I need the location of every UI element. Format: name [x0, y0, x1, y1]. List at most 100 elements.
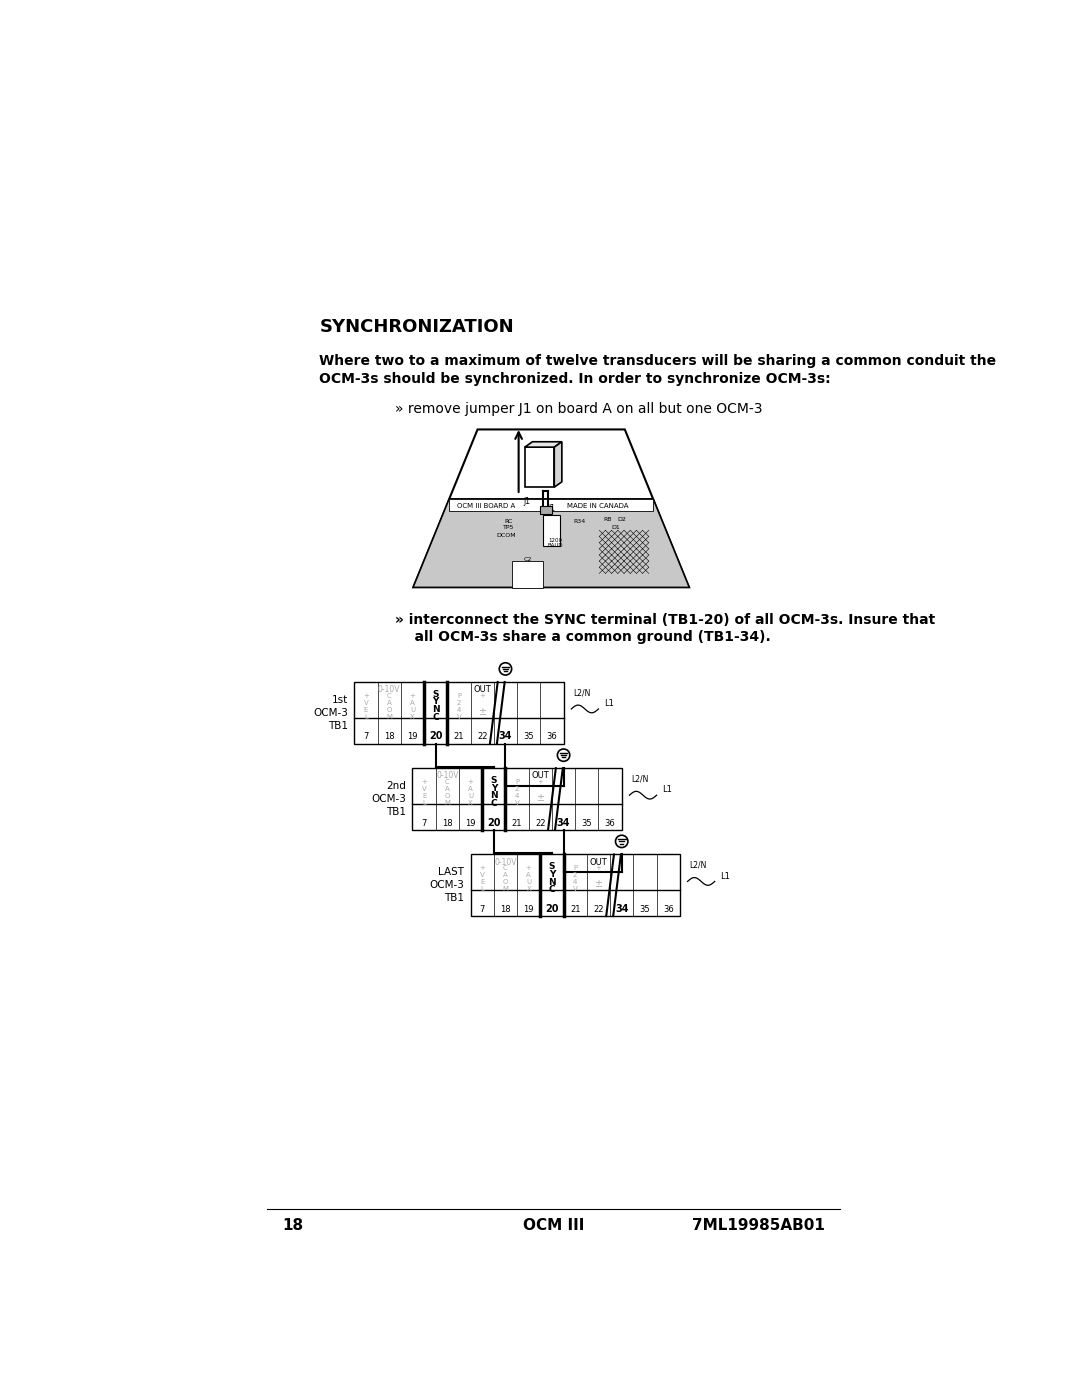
Text: 18: 18	[383, 732, 394, 742]
Text: 18: 18	[282, 1218, 303, 1234]
Text: OCM III BOARD A: OCM III BOARD A	[457, 503, 515, 509]
Bar	[354, 682, 564, 743]
Text: 2: 2	[515, 787, 519, 792]
Text: 7: 7	[363, 732, 368, 742]
Text: » interconnect the SYNC terminal (TB1-20) of all OCM-3s. Insure that: » interconnect the SYNC terminal (TB1-20…	[394, 613, 935, 627]
Bar	[471, 855, 679, 890]
Text: 19: 19	[407, 732, 418, 742]
Text: A: A	[387, 700, 392, 705]
Text: 4: 4	[573, 879, 578, 886]
Text: Y: Y	[549, 870, 555, 879]
Text: E: E	[364, 707, 368, 712]
Text: 2nd
OCM-3
TB1: 2nd OCM-3 TB1	[372, 781, 406, 817]
Text: X: X	[410, 714, 415, 719]
Text: D2: D2	[617, 517, 626, 522]
Text: +: +	[409, 693, 416, 698]
Text: LAST
OCM-3
TB1: LAST OCM-3 TB1	[430, 868, 464, 904]
Text: 7ML19985AB01: 7ML19985AB01	[692, 1218, 825, 1234]
Text: C: C	[549, 886, 555, 894]
Text: » remove jumper J1 on board A on all but one OCM-3: » remove jumper J1 on board A on all but…	[394, 402, 762, 416]
Text: X: X	[469, 800, 473, 806]
Text: A: A	[503, 872, 508, 879]
Bar	[413, 768, 622, 803]
Text: +: +	[538, 780, 543, 785]
Text: V: V	[421, 787, 427, 792]
Bar	[543, 515, 561, 546]
Text: 21: 21	[454, 732, 464, 742]
Text: 0-10V: 0-10V	[495, 858, 516, 866]
Text: L1: L1	[720, 872, 730, 880]
Bar	[413, 768, 622, 830]
Text: O: O	[445, 793, 450, 799]
Polygon shape	[414, 499, 689, 587]
Text: L: L	[364, 714, 368, 719]
Text: 21: 21	[570, 905, 580, 914]
Text: A: A	[445, 787, 449, 792]
Text: 35: 35	[639, 905, 650, 914]
Text: SYNCHRONIZATION: SYNCHRONIZATION	[320, 317, 514, 335]
Text: V: V	[572, 886, 578, 893]
Text: 36: 36	[663, 905, 674, 914]
Text: L: L	[481, 886, 484, 893]
Text: 19: 19	[465, 819, 476, 827]
Text: 18: 18	[500, 905, 511, 914]
Text: +: +	[421, 780, 427, 785]
Text: M: M	[387, 714, 392, 719]
Bar	[540, 507, 552, 514]
Text: 34: 34	[615, 904, 629, 914]
Text: 36: 36	[546, 732, 557, 742]
Text: P: P	[573, 865, 578, 872]
Text: O: O	[387, 707, 392, 712]
Text: L: L	[422, 800, 426, 806]
Text: E: E	[480, 879, 485, 886]
Text: Where two to a maximum of twelve transducers will be sharing a common conduit th: Where two to a maximum of twelve transdu…	[320, 353, 997, 367]
Text: all OCM-3s share a common ground (TB1-34).: all OCM-3s share a common ground (TB1-34…	[394, 630, 770, 644]
Text: OUT: OUT	[590, 858, 607, 866]
Text: V: V	[364, 700, 368, 705]
Text: RB: RB	[604, 517, 612, 522]
Text: C: C	[445, 780, 449, 785]
Text: C: C	[387, 693, 392, 698]
Text: 2: 2	[573, 872, 578, 879]
Text: N: N	[549, 877, 556, 887]
Text: MADE IN CANADA: MADE IN CANADA	[567, 503, 629, 509]
Bar	[512, 562, 543, 588]
Text: R34: R34	[572, 518, 585, 524]
Text: 0-10V: 0-10V	[436, 771, 459, 781]
Text: +: +	[468, 780, 473, 785]
Text: L2/N: L2/N	[631, 775, 648, 784]
Text: +: +	[480, 693, 485, 698]
Text: M: M	[444, 800, 450, 806]
Text: C: C	[490, 799, 497, 807]
Bar	[354, 682, 564, 718]
Text: A: A	[469, 787, 473, 792]
Text: 0-10V: 0-10V	[378, 685, 401, 694]
Text: U: U	[468, 793, 473, 799]
Text: L1: L1	[604, 698, 613, 708]
Text: Y: Y	[490, 784, 497, 792]
Text: 20: 20	[545, 904, 558, 914]
Text: 20: 20	[487, 817, 500, 827]
Text: L2/N: L2/N	[689, 861, 706, 870]
Text: V: V	[515, 800, 519, 806]
Polygon shape	[554, 441, 562, 488]
Text: C: C	[503, 865, 508, 872]
Text: 22: 22	[535, 819, 545, 827]
Text: S: S	[432, 690, 438, 698]
Text: 34: 34	[499, 731, 512, 742]
Text: S: S	[490, 775, 497, 785]
Text: M: M	[502, 886, 509, 893]
Text: TP5: TP5	[502, 525, 514, 529]
Text: +: +	[526, 865, 531, 872]
Text: P: P	[515, 780, 519, 785]
Text: OCM-3s should be synchronized. In order to synchronize OCM-3s:: OCM-3s should be synchronized. In order …	[320, 372, 832, 386]
Text: C2: C2	[524, 557, 532, 562]
Text: U: U	[410, 707, 415, 712]
Text: 1200: 1200	[548, 538, 562, 543]
Text: 36: 36	[605, 819, 616, 827]
Polygon shape	[414, 429, 689, 587]
Text: 18: 18	[442, 819, 453, 827]
Bar	[471, 855, 679, 916]
Text: 22: 22	[593, 905, 604, 914]
Text: Y: Y	[432, 697, 438, 707]
